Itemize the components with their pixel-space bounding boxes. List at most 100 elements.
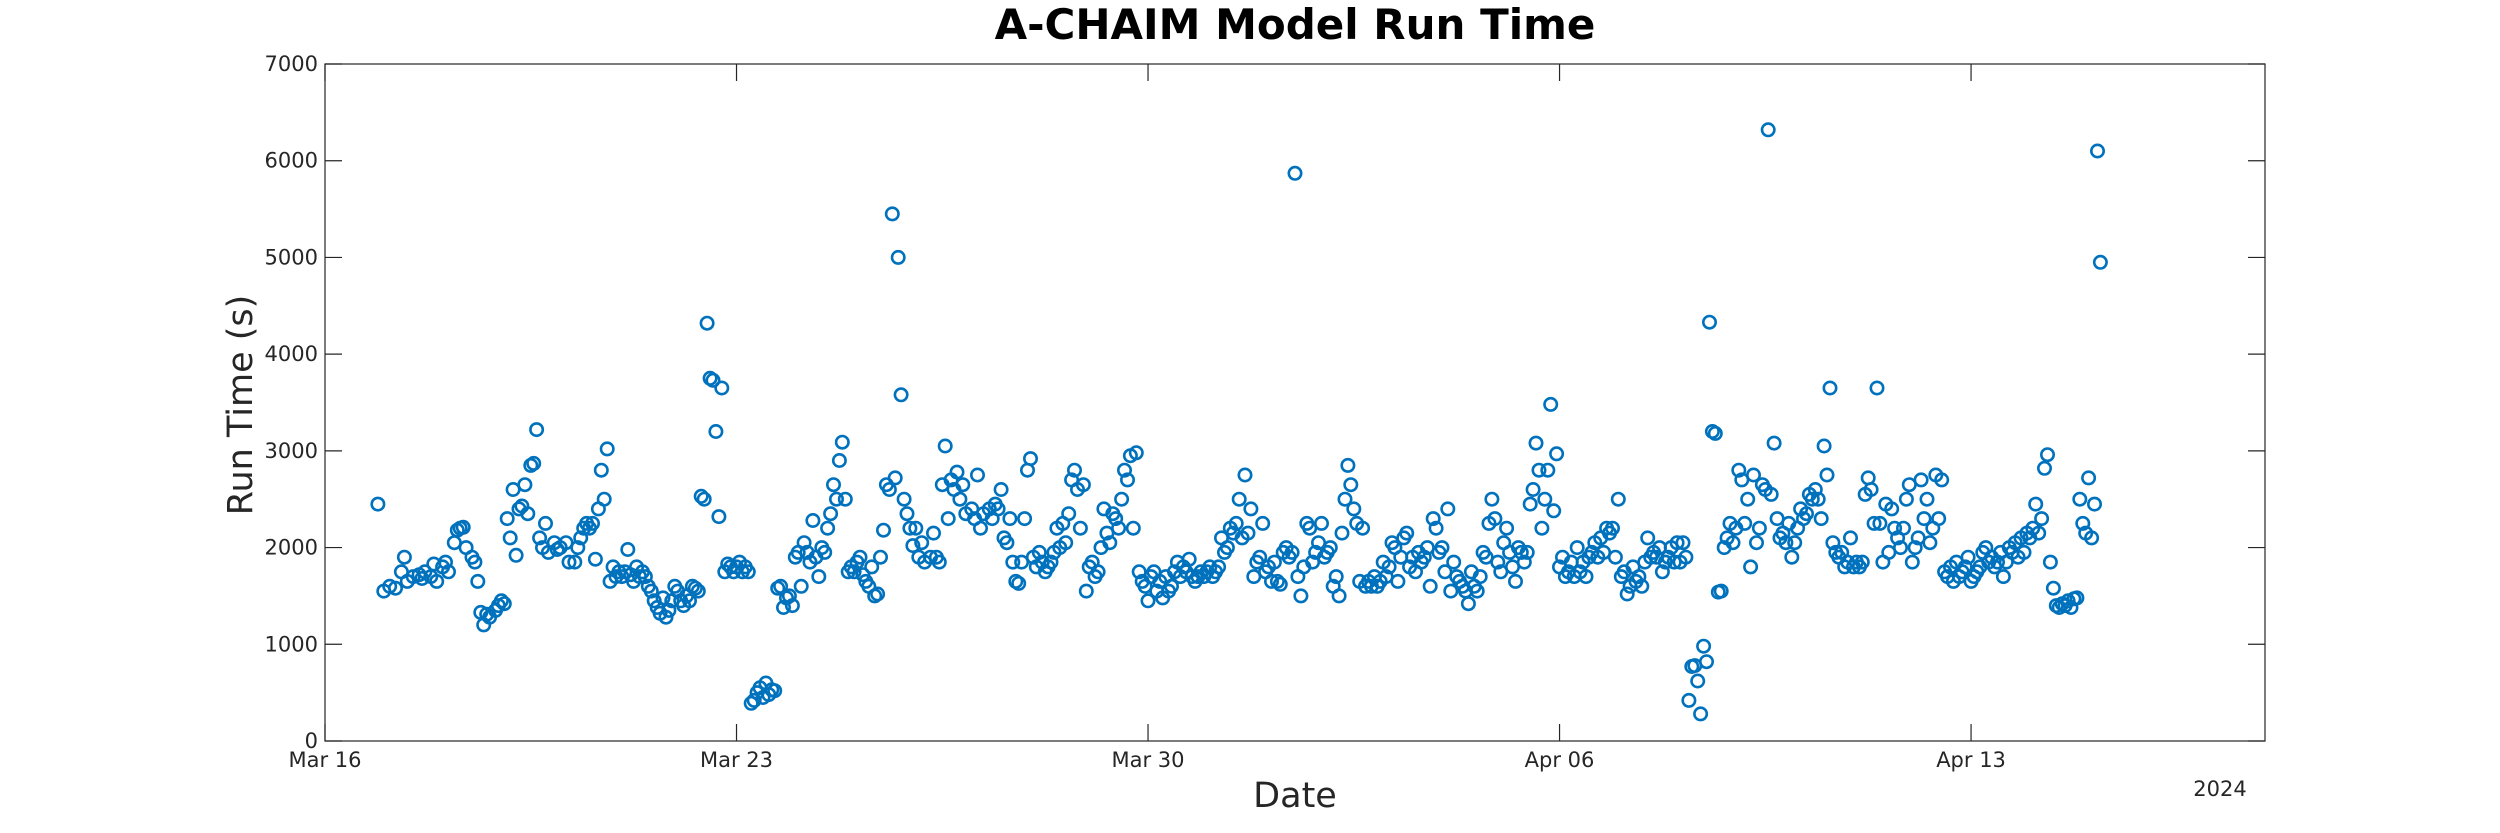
data-point [1381,559,1397,575]
plot-area-frame [324,63,2266,742]
data-point [1916,511,1932,527]
data-point [793,578,809,594]
data-point [1128,445,1144,461]
data-point [687,580,703,596]
data-point [1328,569,1344,585]
data-point [870,586,886,602]
data-point [1778,535,1794,551]
data-point [884,206,900,222]
data-point [1610,491,1626,507]
data-point [1219,540,1235,556]
data-point [1919,491,1935,507]
data-point [2072,491,2088,507]
data-point [881,481,897,497]
data-point [508,547,524,563]
data-point [620,541,636,557]
data-point [1751,520,1767,536]
data-point [1866,515,1882,531]
data-point [1549,446,1565,462]
data-point [1487,511,1503,527]
data-point [1605,520,1621,536]
x-axis-year-label: 2024 [2193,777,2246,801]
data-point [387,580,403,596]
data-point [1043,554,1059,570]
data-point [1681,692,1697,708]
data-point [1546,503,1562,519]
data-point [587,551,603,567]
data-point [693,488,709,504]
data-point [1893,540,1909,556]
data-point [1534,520,1550,536]
data-point [437,554,453,570]
data-point [1399,525,1415,541]
data-point [1713,583,1729,599]
data-point [1884,501,1900,517]
data-point [949,464,965,480]
data-point [1355,520,1371,536]
data-point [820,520,836,536]
data-point [1678,549,1694,565]
data-point [440,564,456,580]
data-point [1446,554,1462,570]
data-points [370,122,2108,722]
data-point [529,422,545,438]
data-point [1002,511,1018,527]
data-point [1111,520,1127,536]
data-point [1252,549,1268,565]
data-point [2084,530,2100,546]
data-point [2087,496,2103,512]
data-point [1696,638,1712,654]
data-point [1117,462,1133,478]
data-point [1675,535,1691,551]
data-point [1872,515,1888,531]
data-point [1843,530,1859,546]
x-tick-label: Apr 13 [1936,748,2006,772]
data-point [2092,254,2108,270]
data-point [1102,535,1118,551]
data-point [1825,535,1841,551]
data-point [1690,673,1706,689]
y-axis-label: Run Time (s) [221,295,261,516]
data-point [1749,535,1765,551]
data-point [1804,491,1820,507]
x-tick-label: Mar 16 [288,748,361,772]
data-point [1031,544,1047,560]
data-point [2090,143,2106,159]
data-point [823,506,839,522]
data-point [1522,496,1538,512]
data-point [1114,491,1130,507]
data-point [2040,447,2056,463]
data-point [899,506,915,522]
data-point [952,491,968,507]
data-point [1640,530,1656,546]
data-point [1440,501,1456,517]
data-point [1240,525,1256,541]
data-point [1340,457,1356,473]
data-point [993,481,1009,497]
data-point [1125,520,1141,536]
data-point [1904,554,1920,570]
data-point [1896,520,1912,536]
data-point [1334,525,1350,541]
data-point [1528,435,1544,451]
data-point [1078,583,1094,599]
data-point [1699,654,1715,670]
data-point [1322,540,1338,556]
data-point [1654,564,1670,580]
data-point [1416,549,1432,565]
data-point [1569,540,1585,556]
data-point [1543,396,1559,412]
data-point [1061,506,1077,522]
data-point [990,501,1006,517]
data-point [846,564,862,580]
data-point [999,535,1015,551]
chart-title: A-CHAIM Model Run Time [995,0,1596,49]
data-point [1731,462,1747,478]
data-point [690,583,706,599]
data-point [532,530,548,546]
data-point [908,520,924,536]
data-point [1287,165,1303,181]
data-point [1164,578,1180,594]
data-point [796,535,812,551]
data-point [875,522,891,538]
